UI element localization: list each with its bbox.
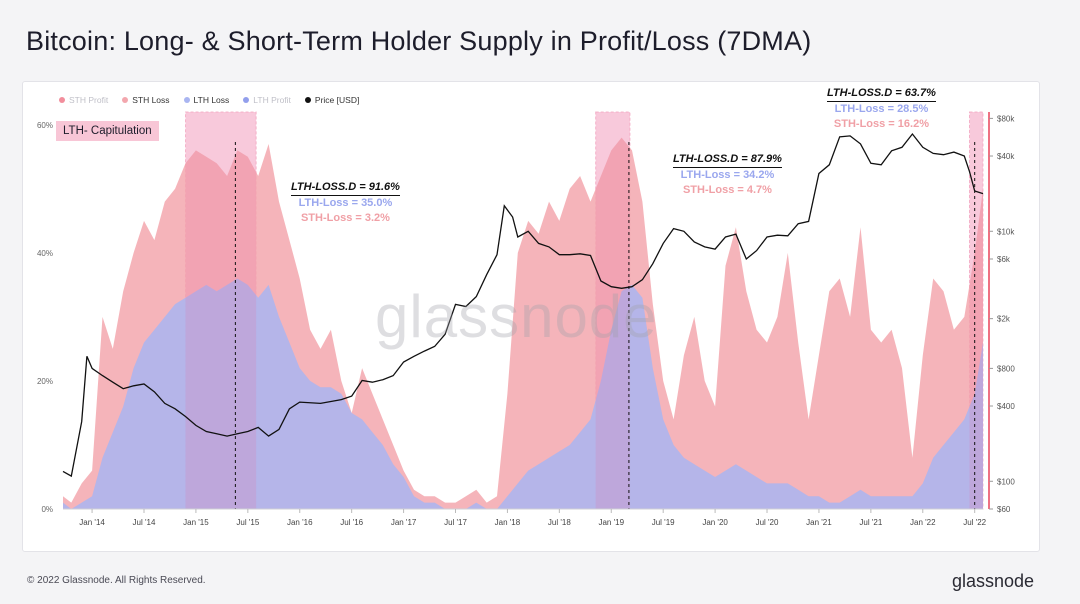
chart-title: Bitcoin: Long- & Short-Term Holder Suppl…: [26, 26, 812, 56]
annotation-lth: LTH-Loss = 34.2%: [680, 169, 775, 181]
capitulation-band-overlay: [595, 112, 630, 509]
x-tick-label: Jan '19: [598, 518, 624, 527]
y-right-tick-label: $400: [997, 402, 1015, 411]
y-right-tick-label: $800: [997, 364, 1015, 373]
chart-svg: 0% 20% 40% 60% $60 $100 $400 $800 $2k $6k $10k $40k…: [37, 111, 1015, 527]
legend: STH Profit STH Loss LTH Loss LTH Profit …: [59, 95, 359, 105]
y-right-tick-label: $40k: [997, 152, 1015, 161]
y-left-tick-label: 20%: [37, 377, 53, 386]
y-left-tick-label: 40%: [37, 249, 53, 258]
x-tick-label: Jan '16: [287, 518, 313, 527]
y-left-tick-label: 60%: [37, 121, 53, 130]
capitulation-band-overlay: [185, 112, 257, 509]
x-tick-label: Jul '18: [548, 518, 571, 527]
x-tick-label: Jul '19: [652, 518, 675, 527]
legend-dot-icon: [59, 97, 65, 103]
annotation-lth: LTH-Loss = 35.0%: [298, 197, 393, 209]
price-line: [62, 132, 984, 478]
annotation-2022: LTH-LOSS.D = 63.7% LTH-Loss = 28.5% STH-…: [827, 86, 936, 132]
x-tick-label: Jul '14: [133, 518, 156, 527]
x-tick-label: Jan '14: [79, 518, 105, 527]
brand-logo[interactable]: glassnode: [952, 571, 1035, 591]
x-tick-label: Jan '18: [495, 518, 521, 527]
legend-item-sth-profit[interactable]: STH Profit: [59, 95, 108, 105]
annotation-sth: STH-Loss = 3.2%: [300, 212, 390, 224]
x-tick-label: Jan '17: [391, 518, 417, 527]
legend-dot-icon: [122, 97, 129, 103]
x-tick-label: Jan '20: [702, 518, 728, 527]
y-right-tick-label: $10k: [997, 227, 1015, 236]
y-right-tick-label: $80k: [997, 114, 1015, 123]
x-tick-label: Jul '15: [236, 518, 259, 527]
x-tick-label: Jan '22: [910, 518, 936, 527]
chart-card: 0% 20% 40% 60% $60 $100 $400 $800 $2k $6k $10k $40k…: [22, 81, 1040, 552]
annotation-head: LTH-LOSS.D = 63.7%: [827, 86, 936, 102]
y-right-tick-label: $2k: [997, 315, 1011, 324]
annotation-lth: LTH-Loss = 28.5%: [834, 103, 929, 115]
legend-dot-icon: [183, 97, 190, 103]
annotation-sth: STH-Loss = 16.2%: [833, 118, 929, 130]
x-tick-label: Jul '21: [859, 518, 882, 527]
x-tick-label: Jan '15: [183, 518, 209, 527]
legend-dot-icon: [304, 97, 311, 103]
capitulation-label: LTH- Capitulation: [56, 121, 159, 141]
y-left-tick-label: 0%: [41, 505, 53, 514]
y-right-tick-label: $6k: [997, 255, 1011, 264]
y-right-tick-label: $100: [997, 477, 1015, 486]
annotation-2019: LTH-LOSS.D = 87.9% LTH-Loss = 34.2% STH-…: [673, 152, 782, 198]
x-tick-label: Jul '16: [340, 518, 363, 527]
legend-item-price[interactable]: Price [USD]: [304, 95, 359, 105]
x-tick-label: Jul '17: [444, 518, 467, 527]
y-right-tick-label: $60: [997, 505, 1011, 514]
capitulation-band-overlay: [969, 112, 983, 509]
x-tick-label: Jan '21: [806, 518, 832, 527]
x-tick-label: Jul '22: [963, 518, 986, 527]
annotation-head: LTH-LOSS.D = 87.9%: [673, 152, 782, 168]
annotation-sth: STH-Loss = 4.7%: [682, 184, 772, 196]
x-tick-label: Jul '20: [756, 518, 779, 527]
legend-item-lth-loss[interactable]: LTH Loss: [183, 95, 229, 105]
lth-loss-area: [63, 278, 983, 509]
annotation-2015: LTH-LOSS.D = 91.6% LTH-Loss = 35.0% STH-…: [291, 180, 400, 226]
legend-dot-icon: [243, 97, 250, 103]
legend-item-sth-loss[interactable]: STH Loss: [122, 95, 170, 105]
copyright: © 2022 Glassnode. All Rights Reserved.: [27, 575, 206, 586]
annotation-head: LTH-LOSS.D = 91.6%: [291, 180, 400, 196]
legend-item-lth-profit[interactable]: LTH Profit: [243, 95, 291, 105]
